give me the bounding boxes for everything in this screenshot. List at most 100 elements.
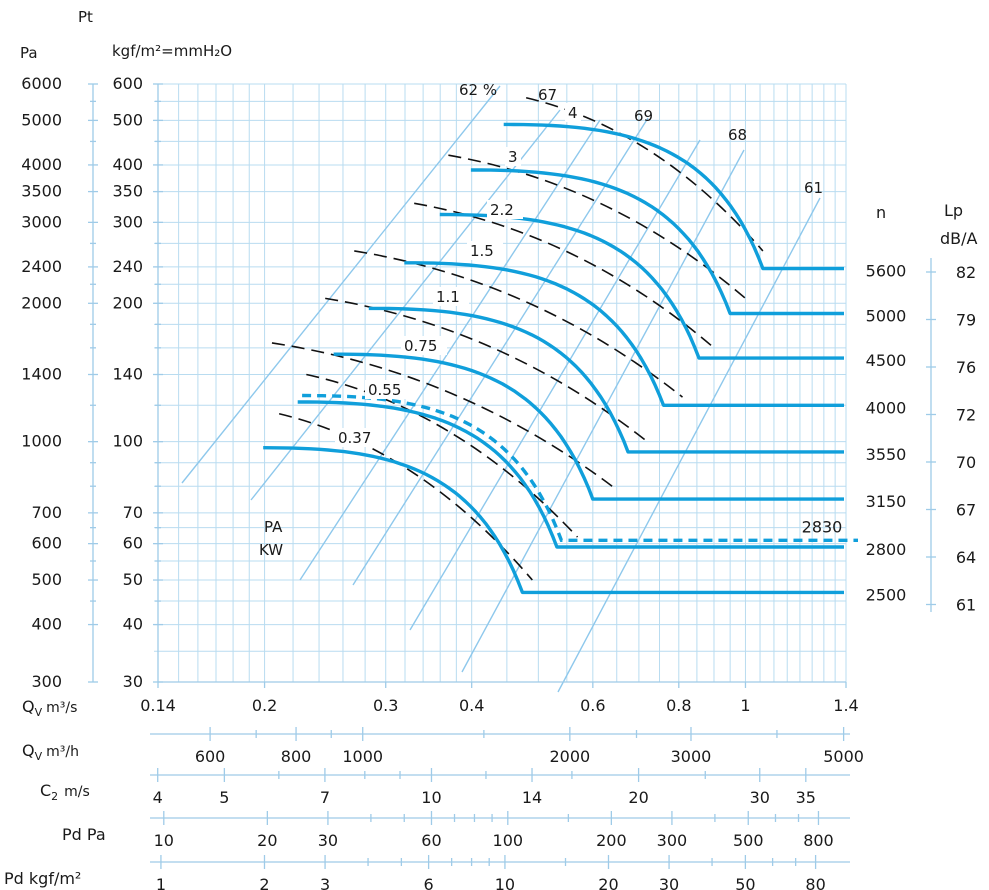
power-label-bg — [401, 336, 447, 355]
pd-kgf-tick-label: 10 — [495, 875, 515, 890]
pd-pa-tick-label: 500 — [733, 831, 764, 850]
efficiency-line — [557, 197, 821, 693]
speed-curve — [263, 446, 844, 595]
pa-tick-label: 3500 — [21, 182, 62, 201]
qv-h-tick-label: 3000 — [671, 747, 712, 766]
power-curve — [306, 373, 579, 538]
lp-column-unit: dB/A — [940, 229, 978, 248]
pa-tick-label: 4000 — [21, 155, 62, 174]
kgf-tick-label: 600 — [112, 74, 143, 93]
pa-tick-label: 1400 — [21, 365, 62, 384]
speed-curve — [404, 261, 844, 407]
kgf-tick-label: 100 — [112, 432, 143, 451]
efficiency-label: 68 — [728, 126, 747, 144]
speed-curves-layer — [263, 122, 858, 595]
pa-tick-label: 600 — [31, 534, 62, 553]
lp-label: 79 — [956, 311, 976, 330]
kgf-tick-label: 60 — [123, 534, 143, 553]
kgf-tick-label: 240 — [112, 257, 143, 276]
power-label-bg — [365, 380, 411, 399]
speed-label: 2800 — [866, 540, 907, 559]
efficiency-label: 69 — [634, 107, 653, 125]
pd-pa-tick-label: 60 — [421, 831, 441, 850]
qv-h-axis-label: QV m³/h — [22, 741, 79, 763]
qv-h-tick-label: 1000 — [342, 747, 383, 766]
kgf-tick-label: 30 — [123, 672, 143, 691]
qv-s-tick-label: 0.2 — [252, 696, 277, 715]
pd-pa-tick-label: 200 — [596, 831, 627, 850]
kgf-tick-label: 50 — [123, 570, 143, 589]
power-curve — [448, 154, 746, 299]
pd-kgf-tick-label: 1 — [156, 875, 166, 890]
efficiency-line — [250, 109, 561, 501]
power-label-bg — [433, 287, 469, 306]
speed-curve — [470, 168, 844, 316]
pd-pa-tick-label: 100 — [493, 831, 524, 850]
qv-h-tick-label: 2000 — [549, 747, 590, 766]
pa-tick-label: 2000 — [21, 293, 62, 312]
qv-s-tick-label: 0.14 — [140, 696, 176, 715]
qv-s-tick-label: 0.4 — [459, 696, 484, 715]
power-curve — [354, 250, 683, 398]
efficiency-label: 62 % — [459, 81, 497, 99]
speed-label: 5600 — [866, 262, 907, 281]
qv-s-tick-label: 0.8 — [666, 696, 691, 715]
pt-axis-label: Pt — [78, 8, 93, 26]
power-curve-label: 1.1 — [436, 288, 460, 306]
lp-label: 70 — [956, 453, 976, 472]
lp-label: 67 — [956, 501, 976, 520]
power-label-bg — [487, 200, 523, 219]
power-label-bg — [467, 241, 503, 260]
kgf-tick-label: 400 — [112, 155, 143, 174]
qv-s-axis-label: QV m³/s — [22, 697, 77, 719]
kgf-tick-label: 70 — [123, 503, 143, 522]
power-curve-label: 0.55 — [368, 381, 401, 399]
pd-pa-tick-label: 20 — [257, 831, 277, 850]
qv-h-tick-label: 800 — [281, 747, 312, 766]
pd-kgf-tick-label: 30 — [659, 875, 679, 890]
power-label-bg — [505, 147, 521, 166]
c2-tick-label: 7 — [320, 788, 330, 807]
speed-curve — [439, 212, 844, 360]
axes-layer: 6000500040003500300024002000140010007006… — [21, 74, 936, 869]
power-curve-label: 0.75 — [404, 337, 437, 355]
c2-axis-label: C2 m/s — [40, 781, 90, 803]
speed-label: 4000 — [866, 398, 907, 417]
kgf-tick-label: 40 — [123, 615, 143, 634]
qv-h-tick-label: 5000 — [823, 747, 864, 766]
kgf-tick-label: 300 — [112, 212, 143, 231]
c2-tick-label: 14 — [522, 788, 542, 807]
speed-column-header: n — [876, 203, 886, 222]
speed-label: 2500 — [866, 585, 907, 604]
pd-kgf-tick-label: 80 — [805, 875, 825, 890]
power-curve-label: 3 — [508, 148, 518, 166]
pa-tick-label: 6000 — [21, 74, 62, 93]
c2-tick-label: 5 — [219, 788, 229, 807]
pd-pa-tick-label: 10 — [154, 831, 174, 850]
power-curve — [414, 202, 715, 349]
pd-kgf-tick-label: 50 — [735, 875, 755, 890]
qv-s-tick-label: 0.6 — [580, 696, 605, 715]
pd-pa-tick-label: 30 — [318, 831, 338, 850]
kgf-tick-label: 200 — [112, 293, 143, 312]
speed-label: 3150 — [866, 492, 907, 511]
pd-pa-tick-label: 300 — [657, 831, 688, 850]
pd-kgf-tick-label: 2 — [259, 875, 269, 890]
speed-label: 3550 — [866, 445, 907, 464]
efficiency-lines-layer — [181, 85, 821, 693]
efficiency-label: 67 — [538, 86, 557, 104]
power-curve-label: 1.5 — [470, 242, 494, 260]
kgf-axis-unit: kgf/m²=mmH₂O — [112, 42, 232, 60]
power-curve — [271, 342, 613, 487]
pd-kgf-axis-label: Pd kgf/m² — [4, 869, 81, 888]
pa-tick-label: 300 — [31, 672, 62, 691]
c2-tick-label: 35 — [796, 788, 816, 807]
speed-curve — [503, 122, 844, 271]
speed-label-dashed: 2830 — [802, 517, 843, 536]
pd-pa-axis-label: Pd Pa — [62, 825, 106, 844]
lp-label: 64 — [956, 548, 976, 567]
qv-s-tick-label: 1 — [740, 696, 750, 715]
pd-pa-tick-label: 800 — [803, 831, 834, 850]
speed-curve — [368, 306, 844, 454]
